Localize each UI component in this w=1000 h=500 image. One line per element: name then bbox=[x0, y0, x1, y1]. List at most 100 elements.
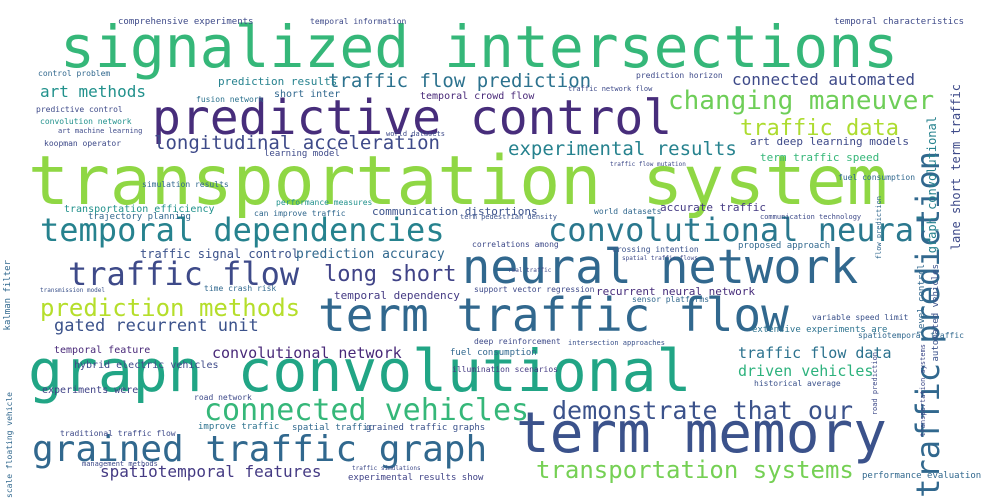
cloud-word: neural network bbox=[462, 240, 859, 295]
cloud-word: predictive control bbox=[152, 90, 673, 146]
cloud-word: traffic signal control bbox=[140, 247, 299, 261]
cloud-word: gated recurrent unit bbox=[54, 316, 259, 336]
cloud-word: traffic network flow bbox=[568, 85, 653, 93]
cloud-word: spatiotemporal features bbox=[100, 462, 322, 481]
cloud-word: long short bbox=[324, 262, 457, 287]
cloud-word: illumination scenarios bbox=[452, 365, 558, 374]
cloud-word: trajectory planning bbox=[88, 212, 191, 222]
cloud-word: signalized intersections bbox=[60, 13, 899, 81]
cloud-word: accurate traffic bbox=[660, 201, 766, 214]
cloud-word: transmission model bbox=[40, 287, 106, 294]
cloud-word: management methods bbox=[82, 460, 158, 468]
cloud-word: transportation efficiency bbox=[64, 204, 215, 215]
cloud-word: sensor platforms bbox=[632, 295, 710, 304]
cloud-word: traffic simulations bbox=[352, 465, 421, 472]
cloud-word: connected vehicles bbox=[204, 393, 530, 428]
cloud-word: prediction results bbox=[218, 75, 338, 88]
cloud-word: traffic flow mutation bbox=[610, 161, 686, 168]
cloud-word: traditional traffic flow bbox=[60, 429, 176, 438]
cloud-word: graph convolutional bbox=[925, 116, 939, 254]
cloud-word: real traffic bbox=[508, 267, 552, 274]
cloud-word: term pedestrian density bbox=[460, 213, 557, 221]
cloud-word: performance measures bbox=[276, 198, 373, 207]
cloud-word: short inter bbox=[274, 89, 341, 100]
cloud-word: demonstrate that our bbox=[552, 396, 854, 425]
cloud-word: lane short term traffic bbox=[949, 84, 963, 251]
cloud-word: predictive control bbox=[36, 105, 123, 114]
cloud-word: scale floating vehicle bbox=[5, 392, 14, 498]
cloud-word: art machine learning bbox=[58, 127, 143, 135]
cloud-word: art methods bbox=[40, 82, 146, 101]
cloud-word: recurrent neural network bbox=[596, 285, 755, 298]
cloud-word: grained traffic graph bbox=[32, 429, 488, 470]
cloud-word: grained traffic graphs bbox=[366, 423, 486, 433]
cloud-word: temporal dependencies bbox=[40, 211, 445, 249]
cloud-word: can improve traffic bbox=[254, 209, 346, 218]
cloud-word: transportation systems bbox=[919, 344, 927, 437]
cloud-word: road network bbox=[194, 393, 252, 402]
cloud-word: kalman filter bbox=[3, 260, 13, 331]
cloud-word: prediction horizon bbox=[636, 71, 723, 80]
cloud-word: spatiotemporal traffic bbox=[858, 331, 964, 340]
cloud-word: convolutional neural bbox=[548, 211, 934, 249]
cloud-word: convolutional network bbox=[212, 344, 402, 362]
cloud-word: correlations among bbox=[472, 240, 559, 249]
cloud-word: fuel consumption bbox=[838, 173, 916, 182]
cloud-word: temporal crowd flow bbox=[420, 91, 535, 102]
cloud-word: spatial traffic flows bbox=[622, 255, 698, 262]
cloud-word: temporal feature bbox=[54, 345, 151, 356]
cloud-word: traffic flow prediction bbox=[328, 70, 592, 92]
cloud-word: traffic data bbox=[740, 116, 899, 141]
cloud-word: world datasets bbox=[386, 130, 446, 138]
cloud-word: communication technology bbox=[760, 213, 862, 221]
cloud-word: experimental results bbox=[508, 138, 737, 160]
cloud-word: support vector regression bbox=[474, 285, 595, 294]
cloud-word: term traffic flow bbox=[318, 288, 789, 342]
cloud-word: experimental results show bbox=[348, 473, 484, 483]
cloud-word: term traffic speed bbox=[760, 151, 880, 164]
cloud-word: simulation results bbox=[142, 180, 229, 189]
cloud-word: automated vehicles bbox=[931, 264, 941, 362]
cloud-word: prediction methods bbox=[40, 294, 301, 322]
cloud-word: koopman operator bbox=[44, 139, 122, 148]
cloud-word: changing maneuver bbox=[668, 86, 935, 116]
cloud-word: communication distortions bbox=[372, 205, 538, 218]
cloud-word: extensive experiments are bbox=[752, 325, 888, 335]
cloud-word: convolution network bbox=[40, 117, 132, 126]
cloud-word: intersection approaches bbox=[568, 339, 665, 347]
cloud-word: performance evaluation bbox=[862, 471, 982, 481]
cloud-word: term memory bbox=[516, 401, 887, 466]
cloud-word: deep reinforcement bbox=[474, 337, 561, 346]
cloud-word: spatial traffic bbox=[292, 423, 374, 433]
cloud-word: improve traffic bbox=[198, 422, 280, 432]
cloud-word: graph convolutional bbox=[28, 337, 692, 405]
cloud-word: road prediction bbox=[871, 352, 879, 416]
cloud-word: crossing intention bbox=[612, 245, 699, 254]
cloud-word: fusion network bbox=[196, 95, 264, 104]
cloud-word: fuel consumption bbox=[450, 348, 537, 358]
cloud-word: traffic flow data bbox=[738, 344, 892, 362]
cloud-word: prediction accuracy bbox=[296, 247, 445, 262]
cloud-word: variable speed limit bbox=[812, 313, 909, 322]
cloud-word: transportation system bbox=[28, 142, 888, 221]
cloud-word: proposed approach bbox=[738, 241, 831, 251]
cloud-word: traffic flow bbox=[68, 255, 300, 293]
cloud-word: experiments were bbox=[42, 385, 139, 396]
cloud-word: control problem bbox=[38, 69, 111, 78]
cloud-word: hybrid electric vehicles bbox=[74, 360, 219, 371]
cloud-word: world datasets bbox=[594, 207, 662, 216]
cloud-word: flow prediction bbox=[875, 196, 883, 260]
cloud-word: comprehensive experiments bbox=[118, 17, 254, 27]
cloud-word: historical average bbox=[754, 379, 841, 388]
cloud-word: art deep learning models bbox=[750, 135, 909, 148]
cloud-word: temporal characteristics bbox=[834, 17, 965, 27]
cloud-word: transportation systems bbox=[536, 456, 854, 484]
cloud-word: temporal dependency bbox=[334, 289, 460, 302]
cloud-word: longitudinal acceleration bbox=[154, 132, 440, 154]
cloud-word: connected automated bbox=[732, 70, 916, 89]
cloud-word: time crash risk bbox=[204, 284, 277, 293]
cloud-word: learning model bbox=[264, 149, 340, 159]
cloud-word: driven vehicles bbox=[738, 362, 874, 380]
cloud-word: temporal information bbox=[310, 17, 407, 26]
